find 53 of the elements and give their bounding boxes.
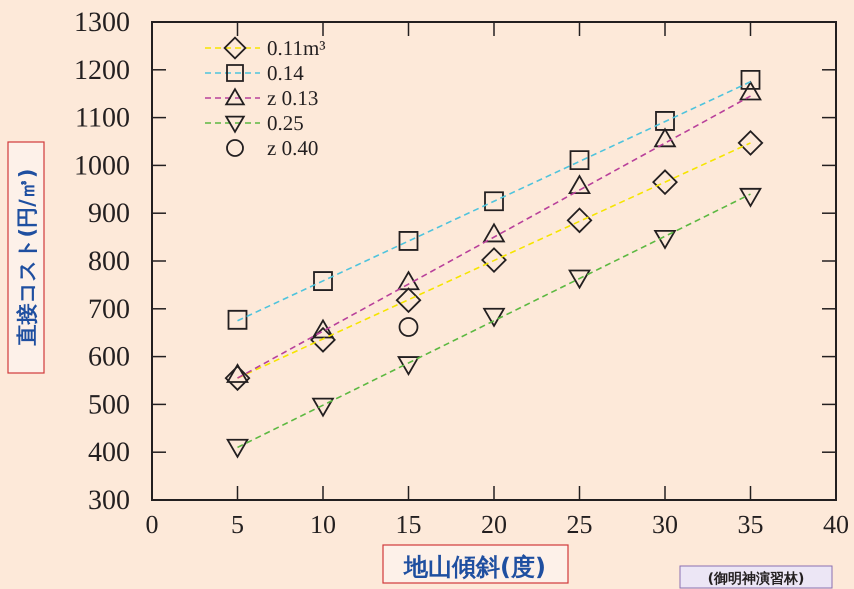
x-tick-label: 40 [823, 510, 849, 539]
y-tick-label: 1100 [75, 102, 130, 134]
y-axis-title: 直接コスト(円/㎥) [15, 168, 39, 346]
point [740, 81, 762, 100]
point [396, 288, 422, 313]
y-tick-label: 500 [88, 389, 130, 420]
y-tick-label: 1200 [74, 54, 130, 86]
point [484, 191, 504, 212]
x-tick-label: 10 [310, 510, 336, 539]
x-tick-label: 0 [146, 510, 158, 539]
point [738, 130, 764, 156]
point [398, 356, 420, 376]
legend-label: 0.25 [267, 111, 304, 135]
point [228, 310, 248, 330]
point [481, 247, 507, 273]
point [740, 188, 762, 207]
point [398, 317, 418, 337]
point [313, 271, 333, 291]
legend-label: z 0.40 [267, 136, 318, 160]
point [310, 327, 336, 352]
legend-label: 0.14 [267, 61, 304, 85]
y-tick-label: 300 [88, 485, 130, 516]
x-tick-label: 25 [566, 510, 592, 539]
x-tick-label: 35 [738, 510, 764, 539]
point [568, 175, 590, 194]
y-tick-label: 700 [88, 294, 130, 325]
y-tick-label: 600 [88, 342, 130, 373]
text: (御明神演習林) [708, 570, 804, 587]
y-tick-label: 1300 [74, 7, 130, 38]
y-tick-label: 800 [88, 246, 130, 277]
point [654, 230, 676, 249]
x-tick-label: 5 [231, 510, 244, 539]
x-tick-label: 30 [652, 510, 678, 539]
legend-label: z 0.13 [267, 86, 318, 110]
y-tick-label: 1000 [74, 150, 130, 182]
point [570, 150, 590, 170]
point [654, 128, 676, 148]
point [224, 366, 250, 391]
point [655, 111, 675, 131]
point [483, 308, 505, 327]
point [566, 208, 592, 233]
x-tick-label: 15 [396, 510, 422, 539]
point [652, 170, 678, 195]
y-tick-label: 900 [88, 198, 130, 230]
point [740, 70, 760, 90]
point [568, 270, 590, 289]
legend-label: 0.11m³ [267, 36, 326, 60]
point [226, 438, 248, 458]
point [398, 231, 418, 251]
x-tick-label: 20 [481, 510, 507, 539]
x-axis-title: 地山傾斜(度) [403, 553, 546, 581]
point [312, 398, 334, 417]
y-tick-label: 400 [88, 437, 130, 468]
